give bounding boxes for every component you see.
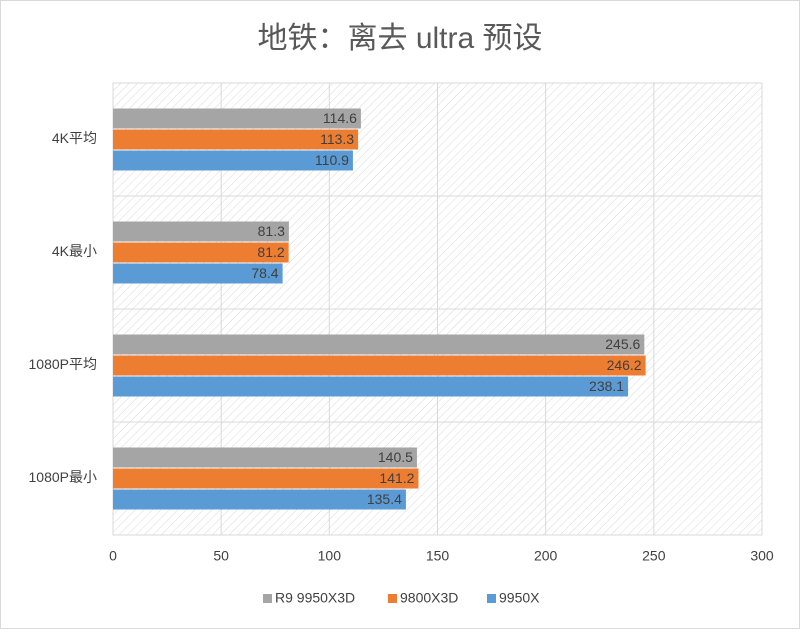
bar	[113, 221, 289, 242]
legend-swatch	[263, 594, 272, 603]
value-label: 81.3	[258, 223, 285, 239]
value-label: 78.4	[251, 265, 278, 281]
x-tick-label: 0	[109, 548, 117, 564]
chart-title: 地铁：离去 ultra 预设	[257, 22, 542, 55]
bar	[113, 468, 419, 489]
bar	[113, 355, 646, 376]
value-label: 141.2	[379, 470, 414, 486]
y-tick-label: 1080P平均	[29, 356, 97, 372]
value-label: 113.3	[320, 131, 354, 147]
x-tick-label: 150	[426, 548, 450, 564]
y-tick-label: 4K平均	[52, 130, 97, 146]
legend-label: 9800X3D	[400, 590, 458, 606]
bar	[113, 108, 361, 129]
x-tick-label: 100	[318, 548, 342, 564]
bar	[113, 376, 629, 397]
value-label: 110.9	[315, 152, 349, 168]
value-label: 81.2	[257, 244, 284, 260]
x-tick-label: 50	[213, 548, 229, 564]
bar	[113, 489, 406, 510]
y-tick-label: 1080P最小	[29, 469, 97, 485]
x-tick-label: 200	[534, 548, 558, 564]
value-label: 238.1	[589, 378, 624, 394]
legend-swatch	[388, 594, 397, 603]
x-tick-label: 250	[642, 548, 666, 564]
plot-border	[112, 82, 763, 536]
x-tick-label: 300	[750, 548, 774, 564]
y-tick-label: 4K最小	[52, 243, 97, 259]
bar	[113, 242, 289, 263]
bar	[113, 334, 645, 355]
legend-label: R9 9950X3D	[275, 590, 355, 606]
bar	[113, 150, 353, 171]
bar	[113, 447, 417, 468]
bar	[113, 263, 283, 284]
value-label: 246.2	[607, 357, 642, 373]
legend-label: 9950X	[499, 590, 540, 606]
value-label: 140.5	[378, 449, 413, 465]
value-label: 245.6	[605, 336, 640, 352]
value-label: 135.4	[367, 491, 402, 507]
value-label: 114.6	[323, 110, 357, 126]
bar	[113, 129, 359, 150]
legend-swatch	[487, 594, 496, 603]
